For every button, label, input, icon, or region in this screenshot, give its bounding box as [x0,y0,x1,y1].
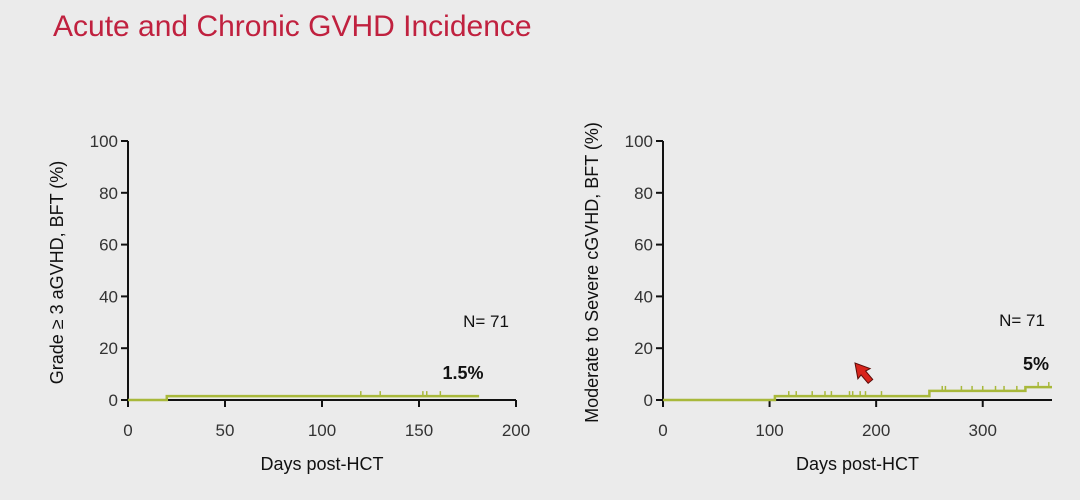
x-axis-title: Days post-HCT [796,454,919,474]
final-percent-label: 1.5% [442,363,483,383]
y-tick-label: 100 [90,132,118,151]
incidence-curve [128,394,480,402]
x-tick-label: 0 [123,421,132,440]
x-tick-label: 150 [405,421,433,440]
chart-panel-1: 0 20 40 60 80 100 0 50 100 150 200 Days post-HCT Gra… [47,132,530,474]
x-axis-title: Days post-HCT [260,454,383,474]
y-tick-label: 80 [634,184,653,203]
y-tick-label: 60 [99,236,118,255]
y-tick-label: 20 [99,339,118,358]
y-tick-label: 0 [109,391,118,410]
y-tick-label: 40 [634,287,653,306]
x-tick-label: 200 [862,421,890,440]
x-tick-label: 100 [755,421,783,440]
n-label: N= 71 [999,311,1045,330]
x-tick-label: 50 [216,421,235,440]
n-label: N= 71 [463,312,509,331]
y-tick-label: 60 [634,236,653,255]
chart-panel-2: 0 20 40 60 80 100 0 100 200 300 Days post-HCT Moder… [582,122,1052,474]
y-tick-label: 0 [644,391,653,410]
y-tick-label: 20 [634,339,653,358]
y-axis-title: Grade ≥ 3 aGVHD, BFT (%) [47,161,67,385]
final-percent-label: 5% [1023,354,1049,374]
x-tick-label: 300 [969,421,997,440]
incidence-curve [663,385,1052,402]
x-tick-label: 200 [502,421,530,440]
x-tick-label: 0 [658,421,667,440]
y-axis-title: Moderate to Severe cGVHD, BFT (%) [582,122,602,423]
y-tick-label: 100 [625,132,653,151]
cursor-arrow-shape [854,362,874,385]
cursor-arrow-icon [854,362,874,385]
y-tick-label: 80 [99,184,118,203]
x-tick-label: 100 [308,421,336,440]
slide-title: Acute and Chronic GVHD Incidence [53,10,532,43]
y-tick-label: 40 [99,287,118,306]
